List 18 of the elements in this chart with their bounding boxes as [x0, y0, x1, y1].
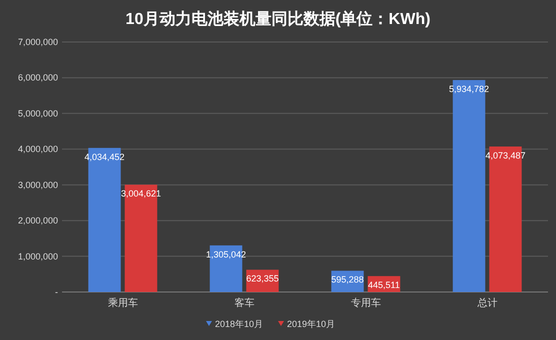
x-tick-label: 乘用车	[108, 297, 138, 309]
x-tick-label: 客车	[234, 297, 254, 309]
x-tick-label: 总计	[476, 297, 498, 309]
data-label: 595,288	[331, 274, 364, 285]
x-tick-label: 专用车	[350, 297, 381, 309]
legend-label: 2018年10月	[215, 319, 264, 329]
data-label: 445,511	[368, 280, 400, 290]
y-tick-label: 5,000,000	[18, 108, 58, 118]
legend-label: 2019年10月	[287, 319, 336, 329]
y-tick-label: -	[55, 287, 58, 297]
data-label: 623,355	[246, 274, 279, 284]
y-tick-label: 3,000,000	[18, 180, 58, 190]
y-tick-label: 4,000,000	[18, 144, 58, 154]
chart-title: 10月动力电池装机量同比数据(单位：KWh)	[126, 10, 430, 28]
y-tick-label: 2,000,000	[18, 216, 58, 226]
y-tick-label: 1,000,000	[18, 251, 58, 262]
y-tick-label: 7,000,000	[18, 37, 58, 47]
y-tick-label: 6,000,000	[18, 72, 58, 83]
